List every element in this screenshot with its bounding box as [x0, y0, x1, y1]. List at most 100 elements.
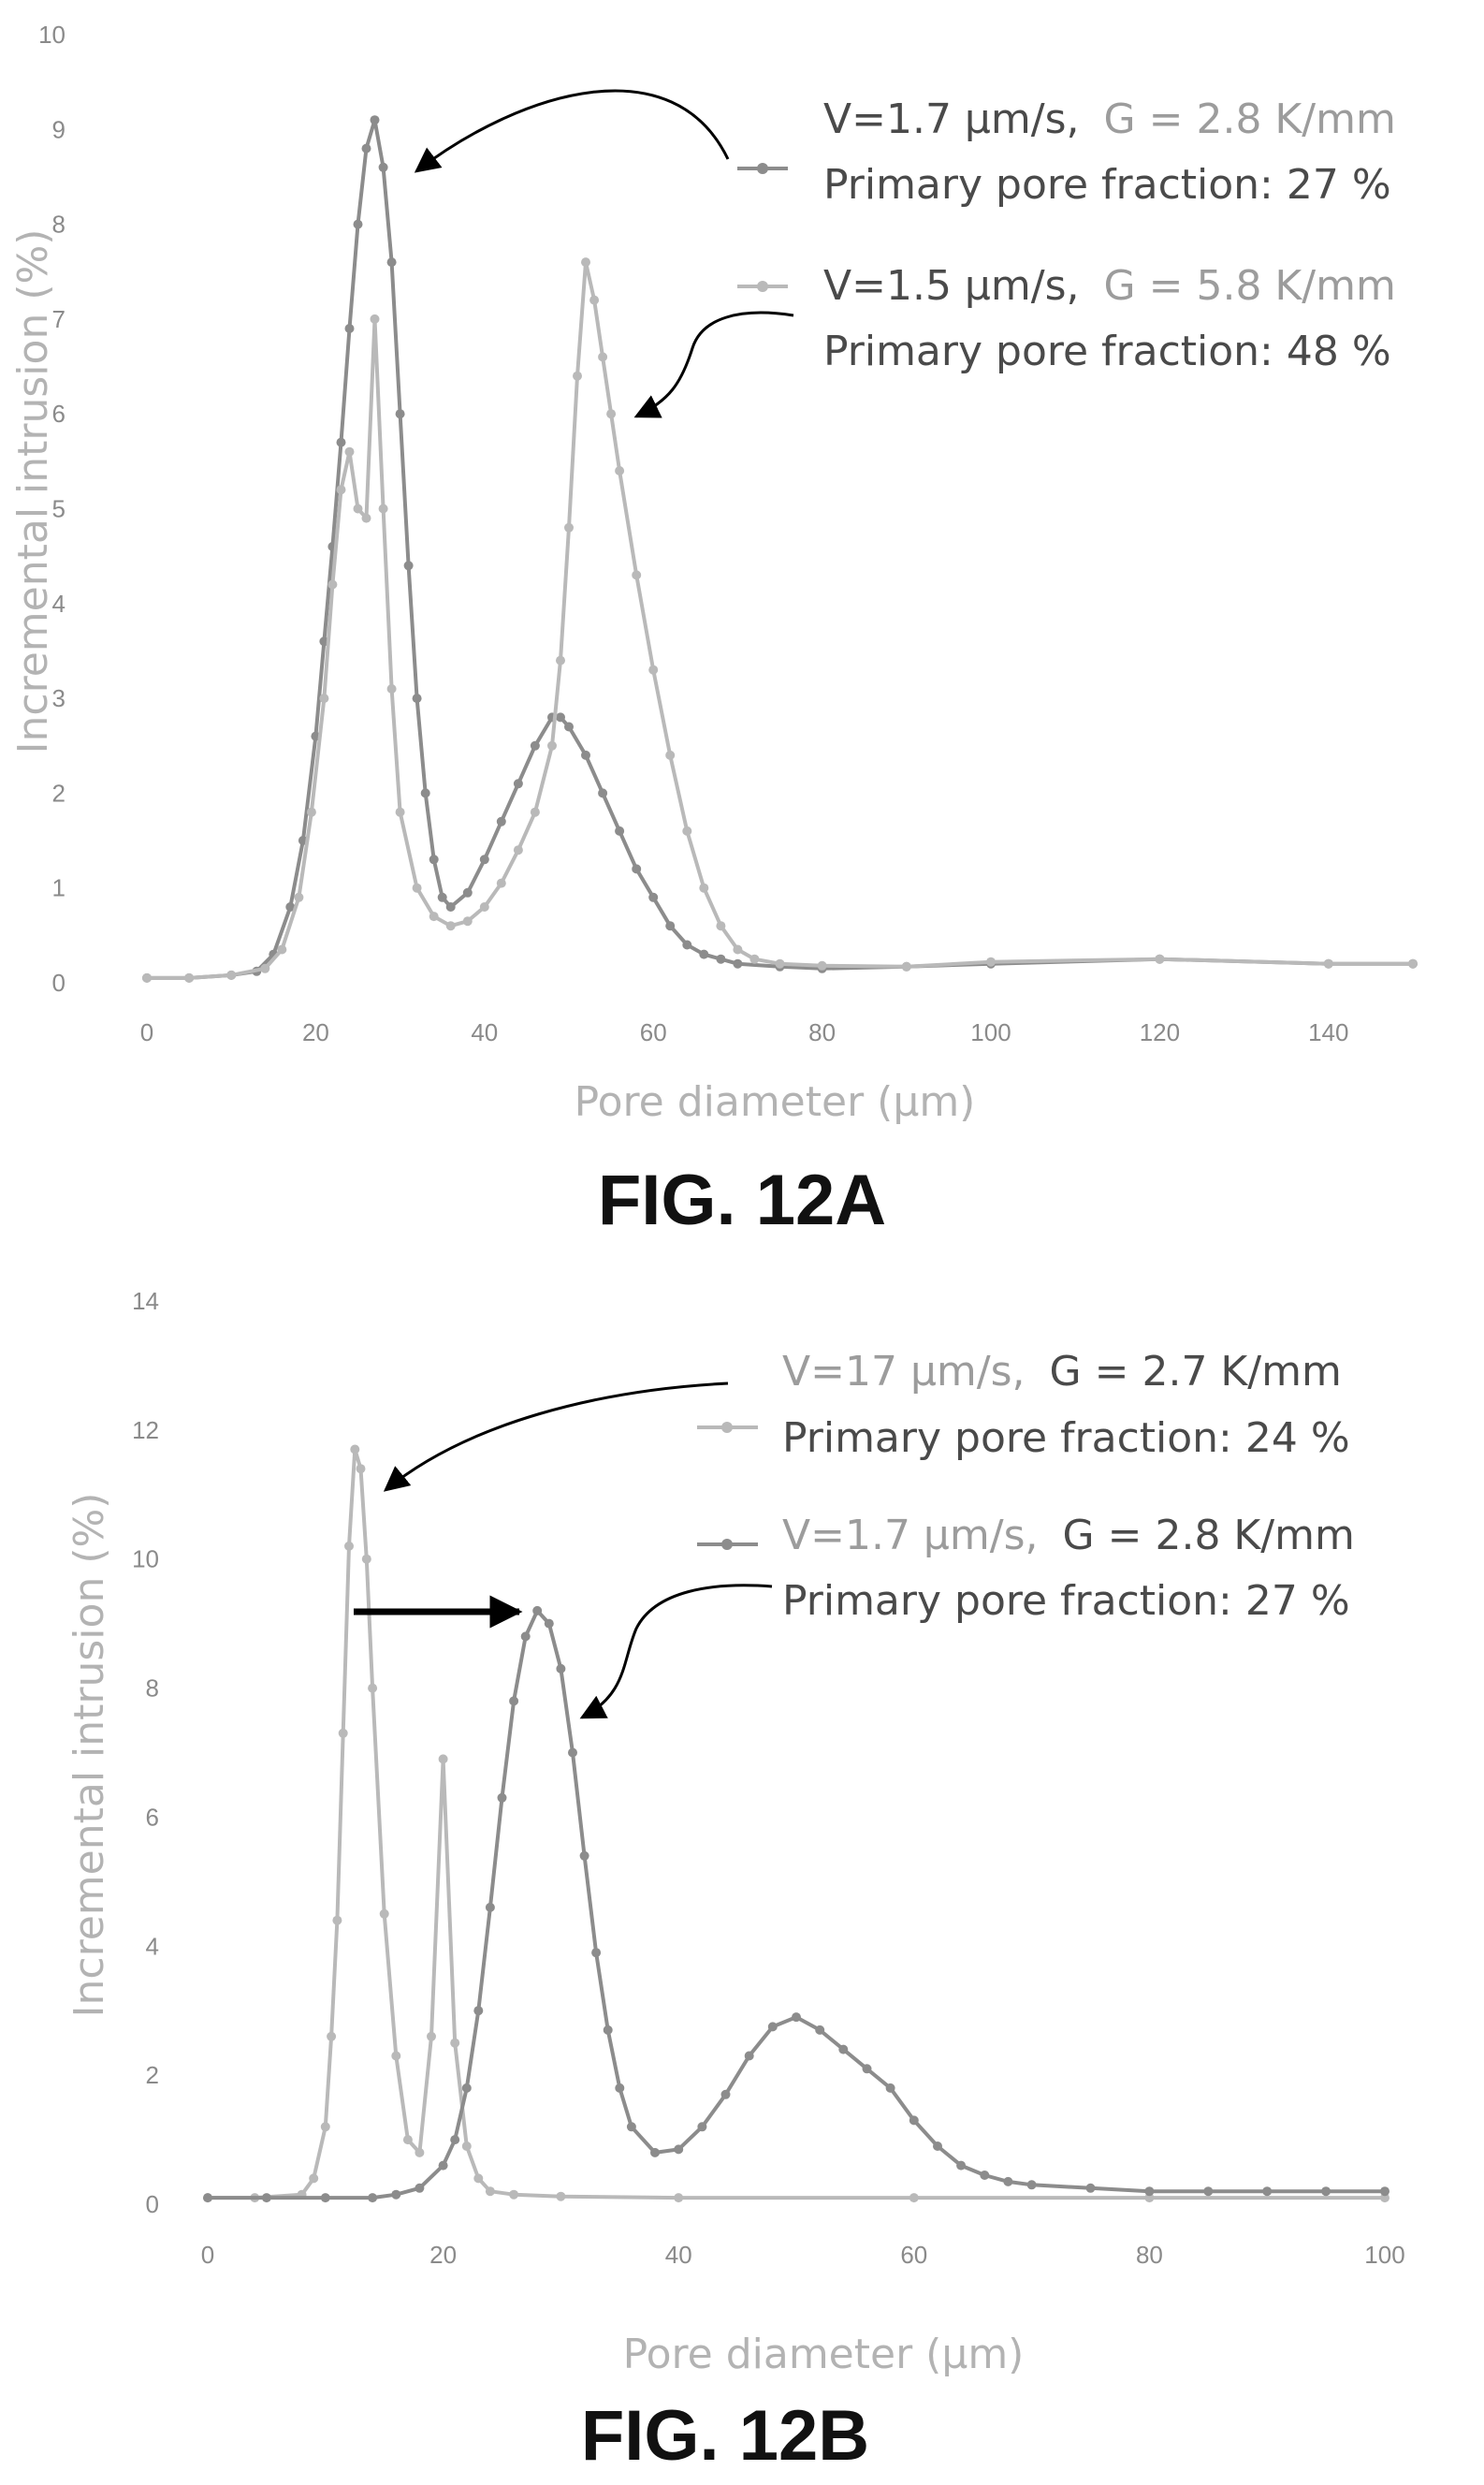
data-point	[285, 902, 296, 912]
data-point	[615, 826, 625, 836]
series-line	[208, 1447, 1385, 2200]
x-tick-label: 60	[900, 2241, 927, 2269]
data-point	[338, 1728, 348, 1738]
chart-12a-caption: FIG. 12A	[598, 1161, 886, 1240]
data-point	[775, 958, 785, 969]
data-point	[336, 485, 346, 495]
data-point	[648, 665, 659, 675]
y-tick-label: 4	[146, 1932, 159, 1960]
y-tick-label: 6	[52, 400, 65, 428]
legend-marker-swatch	[757, 281, 768, 292]
annotation-arrow	[383, 1381, 729, 1492]
y-tick-label: 0	[146, 2190, 159, 2218]
legend-label-part1: V=1.5 µm/s,	[823, 262, 1080, 310]
data-point	[361, 513, 371, 523]
annotation-arrow	[414, 89, 730, 173]
x-tick-label: 80	[808, 1018, 836, 1046]
y-tick-label: 12	[132, 1416, 159, 1444]
data-point	[277, 944, 287, 955]
data-point	[184, 972, 195, 983]
y-tick-label: 0	[52, 969, 65, 997]
data-point	[378, 162, 388, 172]
data-point	[438, 1754, 448, 1764]
data-point	[1321, 2186, 1331, 2197]
data-point	[415, 2147, 425, 2157]
x-tick-label: 120	[1140, 1018, 1180, 1046]
data-point	[792, 2012, 801, 2023]
data-point	[260, 963, 270, 973]
data-point	[320, 2193, 330, 2203]
data-point	[1144, 2186, 1155, 2197]
data-point	[1380, 2186, 1389, 2197]
y-tick-label: 6	[146, 1803, 159, 1831]
chart-12b-y-axis-label: Incremental intrusion (%)	[65, 1493, 113, 2018]
data-point	[674, 2144, 684, 2155]
legend-label-part1: V=1.7 µm/s,	[782, 1512, 1039, 1559]
data-point	[581, 750, 590, 760]
data-point	[556, 2191, 566, 2201]
data-point	[462, 916, 473, 927]
x-tick-label: 20	[429, 2241, 457, 2269]
data-point	[203, 2193, 212, 2203]
annotation-arrow	[633, 311, 794, 418]
data-point	[309, 2173, 319, 2184]
data-point	[650, 2147, 660, 2157]
data-point	[479, 855, 489, 865]
data-point	[568, 1747, 577, 1758]
data-point	[403, 561, 414, 571]
data-point	[1262, 2186, 1273, 2197]
data-point	[520, 1631, 531, 1642]
data-point	[556, 655, 565, 665]
chart-12a-x-axis-label: Pore diameter (µm)	[575, 1078, 976, 1126]
legend-label-part2: G = 2.8 K/mm	[1104, 95, 1396, 143]
y-tick-label: 2	[146, 2061, 159, 2089]
data-point	[306, 807, 316, 817]
y-tick-label: 7	[52, 305, 65, 333]
series-2	[142, 257, 1418, 983]
data-point	[933, 2141, 942, 2151]
x-tick-label: 0	[201, 2241, 214, 2269]
y-tick-label: 14	[132, 1287, 159, 1315]
data-point	[370, 314, 380, 324]
x-tick-label: 60	[640, 1018, 667, 1046]
data-point	[353, 219, 363, 229]
data-point	[332, 1915, 342, 1925]
data-point	[350, 1444, 360, 1454]
chart-12a-legend-entry-1: V=1.7 µm/s, G = 2.8 K/mm Primary pore fr…	[737, 95, 1396, 209]
data-point	[733, 958, 743, 969]
data-point	[697, 2122, 707, 2132]
data-point	[473, 2006, 484, 2016]
legend-label: V=17 µm/s, G = 2.7 K/mm	[782, 1348, 1342, 1396]
data-point	[682, 826, 692, 836]
legend-label-part2: G = 5.8 K/mm	[1104, 262, 1396, 310]
data-point	[473, 2173, 484, 2184]
data-point	[513, 779, 523, 789]
data-point	[838, 2044, 849, 2054]
data-point	[606, 409, 617, 419]
data-point	[361, 143, 371, 153]
chart-12a-legend-entry-2: V=1.5 µm/s, G = 5.8 K/mm Primary pore fr…	[737, 262, 1396, 375]
chart-12a-y-axis-label: Incremental intrusion (%)	[9, 229, 57, 754]
data-point	[353, 504, 363, 514]
data-point	[402, 2135, 413, 2145]
data-point	[461, 2083, 472, 2093]
data-point	[815, 2025, 825, 2035]
data-point	[573, 371, 582, 381]
data-point	[615, 2083, 625, 2093]
series-2	[203, 1605, 1389, 2203]
legend-label-part2: G = 2.7 K/mm	[1050, 1348, 1342, 1396]
data-point	[344, 1541, 354, 1551]
y-tick-label: 10	[132, 1545, 159, 1573]
y-tick-label: 9	[52, 115, 65, 143]
data-point	[395, 409, 405, 419]
data-point	[438, 2160, 448, 2171]
data-point	[1144, 2193, 1155, 2203]
data-point	[391, 2189, 401, 2200]
data-point	[327, 2031, 337, 2041]
data-point	[496, 878, 506, 888]
data-point	[1085, 2183, 1096, 2193]
y-tick-label: 3	[52, 684, 65, 712]
data-point	[450, 2038, 460, 2048]
data-point	[1003, 2176, 1013, 2186]
legend-label: V=1.7 µm/s, G = 2.8 K/mm	[782, 1512, 1355, 1559]
